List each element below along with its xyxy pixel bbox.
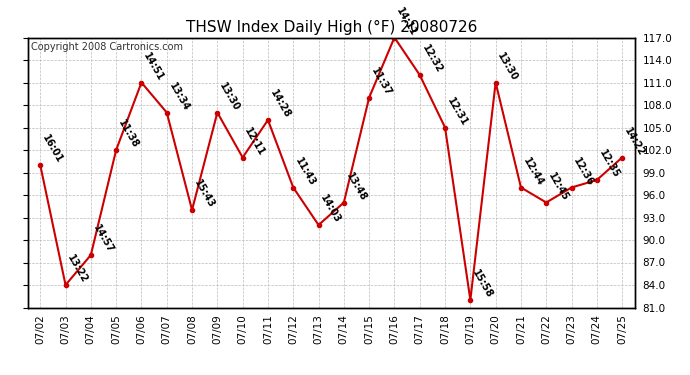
Text: 12:32: 12:32 [420, 43, 444, 75]
Text: 15:58: 15:58 [471, 268, 495, 300]
Text: 16:01: 16:01 [40, 133, 64, 165]
Text: 14:28: 14:28 [268, 88, 292, 120]
Text: 13:34: 13:34 [167, 81, 191, 112]
Text: 14:57: 14:57 [91, 223, 115, 255]
Text: 12:11: 12:11 [243, 126, 267, 158]
Text: 13:30: 13:30 [217, 81, 241, 112]
Title: THSW Index Daily High (°F) 20080726: THSW Index Daily High (°F) 20080726 [186, 20, 477, 35]
Text: 14:51: 14:51 [141, 51, 166, 82]
Text: 11:38: 11:38 [116, 118, 140, 150]
Text: 13:48: 13:48 [344, 171, 368, 202]
Text: 15:43: 15:43 [192, 178, 216, 210]
Text: 12:36: 12:36 [571, 156, 595, 188]
Text: 12:35: 12:35 [597, 148, 621, 180]
Text: 14:22: 14:22 [622, 126, 647, 158]
Text: 13:22: 13:22 [66, 253, 90, 285]
Text: 12:45: 12:45 [546, 171, 571, 202]
Text: 14:11: 14:11 [395, 6, 419, 38]
Text: 13:30: 13:30 [495, 51, 520, 82]
Text: Copyright 2008 Cartronics.com: Copyright 2008 Cartronics.com [30, 42, 183, 51]
Text: 12:31: 12:31 [445, 96, 469, 128]
Text: 11:43: 11:43 [293, 156, 317, 188]
Text: 12:44: 12:44 [521, 156, 545, 188]
Text: 14:03: 14:03 [319, 193, 343, 225]
Text: 11:37: 11:37 [369, 66, 393, 98]
